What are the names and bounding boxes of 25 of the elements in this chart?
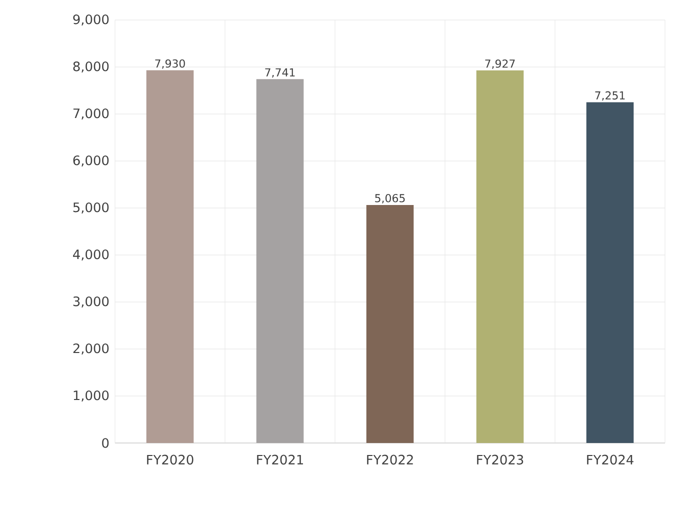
- data-label: 7,927: [485, 60, 515, 69]
- bar: [586, 102, 634, 443]
- bar: [366, 204, 414, 443]
- x-tick-label: FY2024: [587, 454, 634, 465]
- y-tick-label: 1,000: [74, 390, 109, 402]
- y-tick-label: 2,000: [73, 343, 109, 355]
- y-tick-label: 9,000: [73, 14, 109, 26]
- x-tick-label: FY2022: [367, 454, 413, 465]
- y-tick-label: 5,000: [73, 202, 109, 214]
- data-label: 7,251: [595, 91, 625, 101]
- x-tick-label: FY2023: [477, 454, 524, 465]
- bar: [476, 70, 524, 443]
- x-tick-label: FY2021: [257, 454, 303, 465]
- data-label: 5,065: [375, 194, 405, 204]
- y-tick-label: 0: [102, 438, 109, 448]
- y-tick-label: 6,000: [73, 155, 109, 167]
- bar: [256, 79, 304, 443]
- y-tick-label: 8,000: [73, 61, 109, 73]
- x-tick-label: FY2020: [147, 454, 194, 465]
- bar: [146, 70, 194, 443]
- y-tick-label: 4,000: [73, 249, 109, 261]
- y-tick-label: 3,000: [73, 296, 109, 308]
- data-label: 7,930: [155, 59, 185, 69]
- y-tick-label: 7,000: [73, 108, 109, 120]
- data-label: 7,741: [265, 68, 295, 78]
